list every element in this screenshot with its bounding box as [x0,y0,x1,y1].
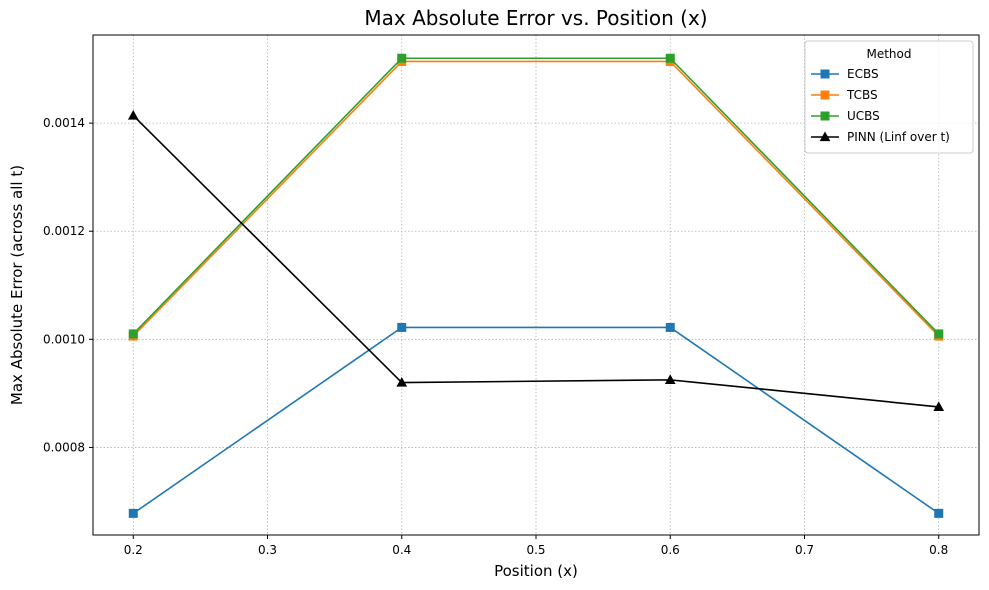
x-tick-label: 0.3 [258,543,277,557]
data-point [933,401,945,411]
series-line [132,114,939,408]
ticks: 0.2 0.3 0.4 0.5 0.6 0.7 0.8 0.0008 0.0010 0.0012 0… [43,116,948,557]
y-tick-label: 0.0014 [43,116,85,130]
x-tick-label: 0.5 [526,543,545,557]
legend-label: UCBS [847,109,880,123]
data-point [664,374,676,384]
legend-items: ECBS TCBS UCBS PINN (Linf over t) [811,67,950,144]
data-point [128,329,138,339]
data-point [665,322,675,332]
data-point [127,110,139,120]
legend-item: TCBS [811,88,878,102]
y-axis-label: Max Absolute Error (across all t) [8,165,26,405]
series-ecbs [128,322,944,518]
legend-title: Method [866,47,911,61]
legend-marker [820,111,830,121]
chart-title: Max Absolute Error vs. Position (x) [364,6,707,30]
series-ucbs [128,53,944,339]
series-layer [127,53,945,518]
series-pinn-linf-over-t [127,110,945,411]
x-tick-label: 0.6 [661,543,680,557]
data-point [397,53,407,63]
y-tick-label: 0.0012 [43,224,85,238]
legend-item: PINN (Linf over t) [811,130,950,144]
legend-marker [820,90,830,100]
data-point [665,53,675,63]
y-tick-label: 0.0010 [43,332,85,346]
x-tick-label: 0.8 [929,543,948,557]
x-tick-label: 0.4 [392,543,411,557]
legend-item: UCBS [811,109,880,123]
series-line [132,57,940,335]
legend-item: ECBS [811,67,879,81]
data-point [934,508,944,518]
x-tick-label: 0.2 [124,543,143,557]
data-point [128,508,138,518]
y-tick-label: 0.0008 [43,440,85,454]
series-line [132,60,940,337]
legend-marker [819,131,831,142]
legend-label: ECBS [847,67,879,81]
x-tick-label: 0.7 [795,543,814,557]
grid [93,35,979,535]
legend-marker [820,69,830,79]
data-point [396,377,408,387]
legend-box [804,40,974,154]
legend: Method ECBS TCBS UCBS PINN (Linf over t) [804,40,974,154]
legend-label: PINN (Linf over t) [847,130,950,144]
x-axis-label: Position (x) [494,562,578,580]
data-point [397,322,407,332]
series-line [132,326,940,515]
legend-label: TCBS [846,88,878,102]
data-point [934,329,944,339]
